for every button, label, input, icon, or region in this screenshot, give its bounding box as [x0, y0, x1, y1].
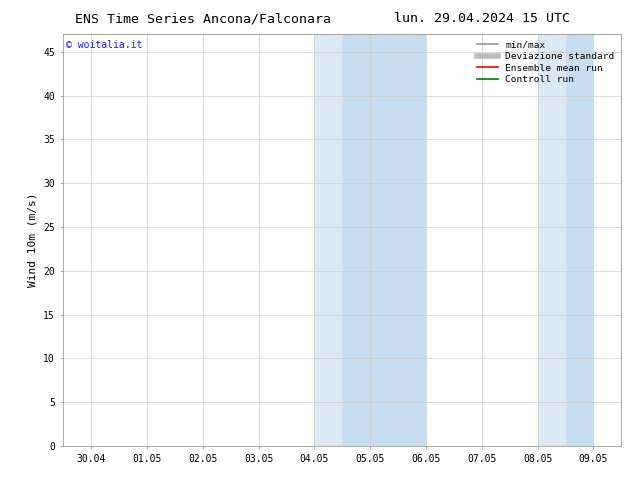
Text: © woitalia.it: © woitalia.it — [66, 41, 143, 50]
Text: lun. 29.04.2024 15 UTC: lun. 29.04.2024 15 UTC — [394, 12, 570, 25]
Bar — [566, 34, 593, 446]
Bar — [538, 34, 566, 446]
Bar — [314, 34, 342, 446]
Bar — [342, 34, 426, 446]
Y-axis label: Wind 10m (m/s): Wind 10m (m/s) — [28, 193, 38, 287]
Legend: min/max, Deviazione standard, Ensemble mean run, Controll run: min/max, Deviazione standard, Ensemble m… — [476, 39, 617, 86]
Text: ENS Time Series Ancona/Falconara: ENS Time Series Ancona/Falconara — [75, 12, 331, 25]
